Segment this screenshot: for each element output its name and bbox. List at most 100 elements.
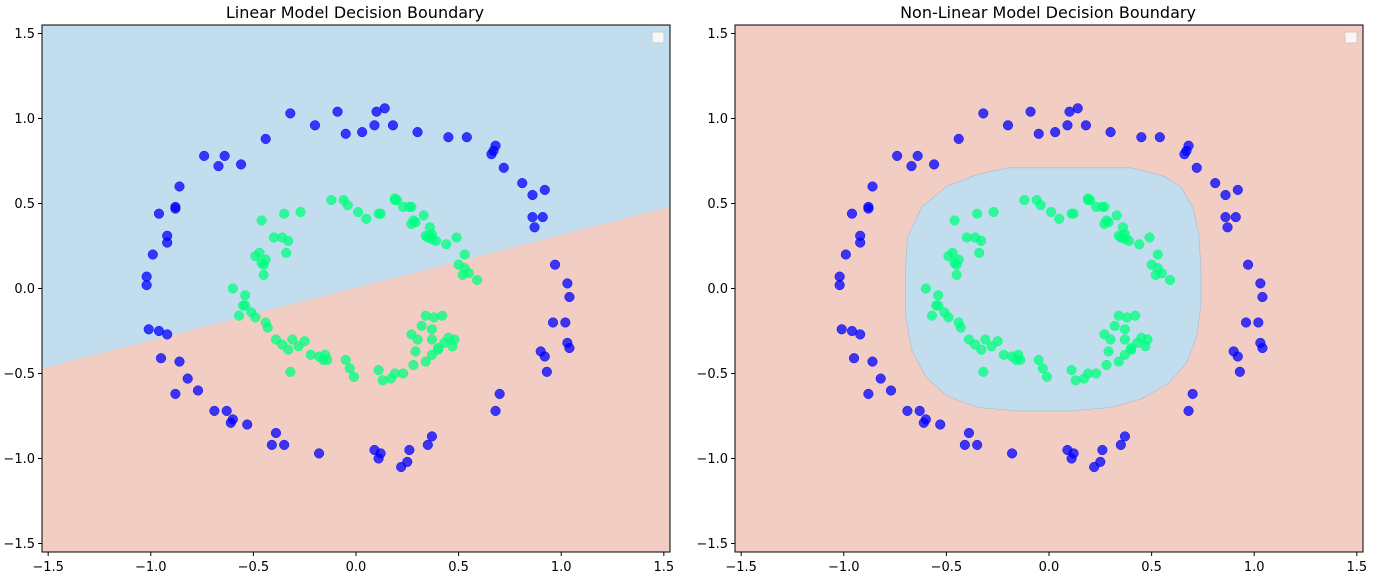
data-point-class-1 [1130, 310, 1141, 321]
data-point-class-0 [174, 356, 185, 367]
data-point-class-0 [846, 325, 858, 337]
data-point-class-1 [391, 195, 403, 206]
data-point-class-1 [920, 283, 931, 294]
data-point-class-1 [250, 312, 261, 323]
data-point-class-1 [978, 366, 989, 377]
data-point-class-0 [1115, 439, 1126, 450]
data-point-class-1 [433, 342, 444, 354]
data-point-class-1 [262, 322, 273, 333]
data-point-class-0 [1232, 351, 1243, 362]
data-point-class-0 [396, 461, 407, 473]
data-point-class-1 [1144, 232, 1155, 243]
data-point-class-0 [527, 189, 538, 201]
data-point-class-0 [1191, 162, 1202, 173]
data-point-class-0 [978, 108, 989, 119]
data-point-class-1 [1134, 239, 1145, 250]
data-point-class-0 [1002, 120, 1014, 131]
data-point-class-0 [1230, 212, 1241, 223]
data-point-class-0 [192, 385, 204, 396]
data-point-class-0 [929, 159, 940, 170]
data-point-class-1 [373, 365, 384, 376]
y-tick-label: −0.5 [3, 367, 35, 382]
data-point-class-0 [1222, 222, 1233, 233]
data-point-class-1 [449, 334, 460, 345]
data-point-class-0 [1007, 448, 1018, 459]
data-point-class-0 [1257, 342, 1268, 354]
data-point-class-1 [406, 218, 417, 229]
x-tick-label: 1.5 [653, 560, 674, 575]
data-point-class-1 [1119, 334, 1130, 345]
data-point-class-0 [270, 427, 282, 439]
data-point-class-1 [287, 334, 298, 345]
data-point-class-1 [258, 269, 269, 280]
data-point-class-1 [1066, 208, 1077, 219]
data-point-class-0 [1243, 259, 1254, 270]
data-point-class-0 [840, 249, 851, 260]
x-tick-label: 1.0 [551, 560, 572, 575]
plot-area: −1.5 −1.0 −0.5 0.0 0.5 1.0 1.5 −1.5 −1.0 −0.5 0.0 0… [696, 24, 1367, 575]
data-point-class-0 [369, 120, 380, 131]
data-point-class-0 [170, 388, 181, 399]
data-point-class-1 [424, 230, 435, 241]
y-tick-label: 1.5 [14, 27, 35, 42]
data-point-class-0 [498, 162, 509, 173]
data-point-class-0 [963, 427, 975, 439]
chart-title: Non-Linear Model Decision Boundary [900, 3, 1196, 22]
data-point-class-0 [1210, 178, 1221, 189]
data-point-class-0 [162, 237, 173, 248]
data-point-class-0 [906, 161, 917, 172]
legend [1344, 31, 1358, 44]
data-point-class-1 [463, 268, 474, 279]
data-point-class-0 [1257, 291, 1268, 303]
data-point-class-1 [1054, 213, 1065, 224]
data-point-class-1 [1117, 230, 1128, 241]
data-point-class-1 [943, 312, 954, 323]
data-point-class-1 [1019, 195, 1030, 206]
data-point-class-1 [980, 334, 991, 345]
data-point-class-0 [953, 133, 964, 144]
data-point-class-1 [998, 349, 1009, 360]
data-point-class-1 [943, 251, 954, 262]
data-point-class-1 [926, 310, 938, 321]
data-point-class-1 [1152, 249, 1163, 260]
data-point-class-0 [539, 184, 550, 195]
data-point-class-1 [1046, 206, 1057, 218]
data-point-class-0 [221, 405, 232, 416]
data-point-class-0 [182, 373, 193, 384]
non-linear-model-panel: Non-Linear Model Decision Boundary −1.5−… [696, 3, 1367, 575]
data-point-class-1 [227, 283, 238, 294]
data-point-class-0 [855, 237, 866, 248]
data-point-class-0 [836, 324, 847, 335]
data-point-class-1 [1099, 329, 1110, 340]
y-tick-label: 0.0 [14, 282, 35, 297]
data-point-class-0 [1234, 366, 1245, 377]
x-tick-label: −1.0 [135, 560, 167, 575]
data-point-class-1 [955, 322, 966, 333]
data-point-class-0 [285, 108, 296, 119]
data-point-class-1 [426, 324, 437, 335]
data-point-class-1 [426, 334, 437, 345]
data-point-class-0 [1181, 145, 1192, 156]
data-point-class-0 [153, 325, 165, 337]
linear-model-panel: Linear Model Decision Boundary −1.5 −1.0−… [3, 3, 674, 575]
data-point-class-1 [408, 359, 419, 371]
data-point-class-0 [199, 150, 210, 161]
x-tick-label: −1.5 [725, 560, 757, 575]
data-point-class-1 [258, 259, 269, 270]
data-point-class-1 [398, 368, 409, 379]
data-point-class-1 [340, 354, 351, 365]
data-point-class-0 [209, 405, 220, 416]
data-point-class-0 [1240, 317, 1252, 328]
y-tick-label: −1.0 [3, 452, 35, 467]
data-point-class-1 [1070, 375, 1081, 386]
data-point-class-1 [240, 300, 251, 311]
data-point-class-1 [344, 363, 355, 374]
data-point-class-1 [338, 195, 349, 206]
data-point-class-1 [420, 310, 431, 321]
y-tick-label: 1.0 [707, 112, 728, 127]
data-point-class-1 [1084, 195, 1096, 206]
data-point-class-0 [529, 222, 540, 233]
data-point-class-0 [539, 351, 550, 362]
data-point-class-1 [451, 232, 462, 243]
data-point-class-0 [834, 280, 845, 291]
